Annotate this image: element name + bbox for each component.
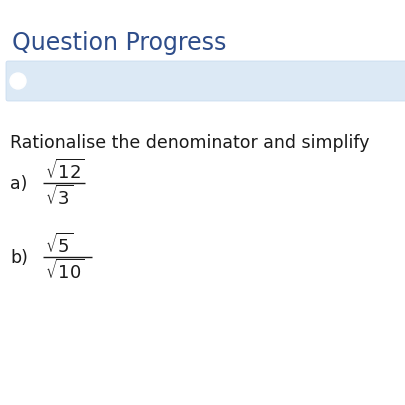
Text: b): b) [10,248,28,266]
Text: $\sqrt{3}$: $\sqrt{3}$ [45,184,73,209]
Text: $\sqrt{12}$: $\sqrt{12}$ [45,158,85,183]
FancyBboxPatch shape [6,62,405,102]
Circle shape [10,74,26,90]
Text: Rationalise the denominator and simplify: Rationalise the denominator and simplify [10,134,369,151]
Text: a): a) [10,175,27,192]
Text: $\sqrt{10}$: $\sqrt{10}$ [45,258,85,282]
Text: $\sqrt{5}$: $\sqrt{5}$ [45,232,73,256]
Text: Question Progress: Question Progress [12,31,226,55]
